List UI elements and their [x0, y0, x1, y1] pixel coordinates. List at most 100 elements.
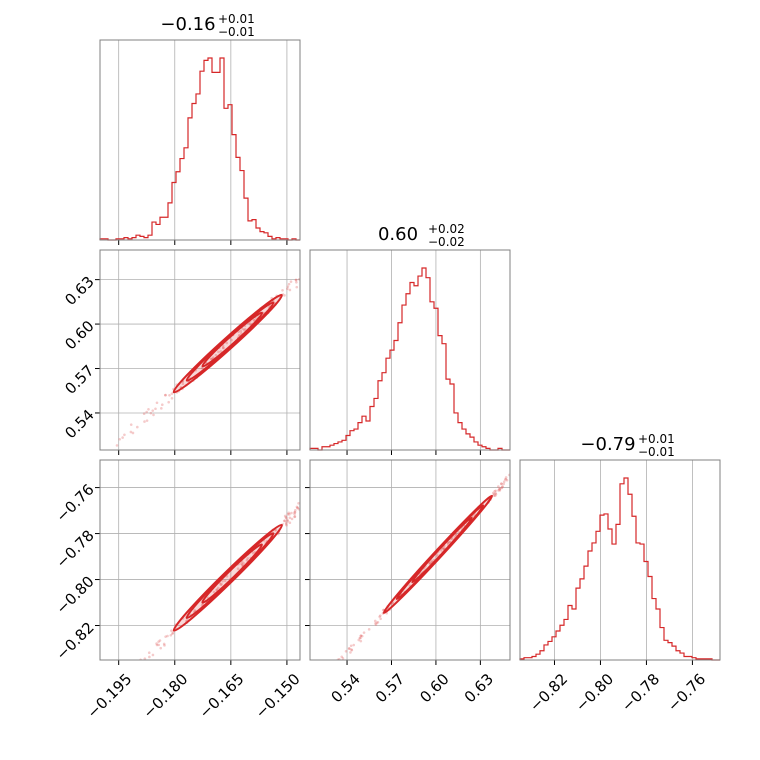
sample-point — [494, 494, 497, 497]
sample-point — [327, 673, 330, 676]
sample-point — [498, 488, 501, 491]
sample-point — [167, 400, 170, 404]
sample-point — [359, 634, 363, 637]
sample-point — [138, 667, 141, 670]
sample-point — [295, 281, 298, 284]
sample-point — [170, 629, 173, 632]
sample-point — [219, 350, 223, 353]
sample-point — [341, 657, 345, 660]
sample-point — [499, 486, 502, 490]
sample-point — [493, 492, 496, 496]
sample-point — [241, 327, 244, 331]
sample-point — [500, 482, 503, 485]
sample-point — [212, 590, 216, 594]
sample-point — [450, 537, 454, 541]
sample-point — [327, 674, 330, 677]
sample-point — [494, 489, 497, 493]
sample-point — [454, 533, 458, 537]
sample-point — [359, 634, 363, 638]
sample-point — [357, 638, 361, 642]
sample-point — [287, 511, 291, 515]
contour-line — [172, 293, 283, 394]
sample-point — [282, 519, 286, 523]
sample-point — [221, 346, 225, 350]
y-tick-label: −0.78 — [52, 526, 97, 571]
sample-point — [329, 673, 332, 676]
title-plus-error: +0.01 — [638, 432, 675, 446]
sample-point — [155, 642, 158, 645]
sample-point — [498, 487, 501, 491]
sample-point — [164, 393, 167, 397]
sample-point — [498, 489, 502, 492]
sample-point — [344, 649, 348, 653]
y-tick-label: 0.57 — [61, 361, 97, 397]
sample-point — [373, 619, 377, 623]
sample-point — [290, 511, 293, 515]
sample-point — [491, 491, 495, 495]
sample-point — [288, 513, 291, 516]
sample-point — [200, 366, 204, 370]
x-tick-label: 0.63 — [461, 670, 497, 706]
panel-frame — [99, 459, 301, 661]
sample-point — [164, 635, 167, 638]
sample-point — [157, 640, 160, 643]
sample-point — [289, 280, 293, 283]
sample-point — [374, 623, 378, 626]
sample-point — [154, 407, 157, 411]
sample-point — [155, 643, 159, 647]
sample-point — [252, 319, 256, 322]
sample-point — [359, 639, 363, 643]
x-tick-label: −0.180 — [140, 670, 192, 722]
contour-fill — [385, 493, 495, 611]
sample-point — [151, 653, 155, 657]
sample-point — [170, 396, 174, 400]
sample-point — [143, 657, 147, 660]
sample-point — [284, 522, 288, 526]
sample-point — [240, 563, 244, 566]
sample-point — [181, 382, 185, 386]
sample-point — [243, 327, 247, 331]
sample-point — [349, 644, 353, 648]
sample-point — [225, 341, 229, 345]
x-tick-label: −0.150 — [252, 670, 304, 722]
sample-point — [151, 409, 155, 412]
sample-point — [503, 478, 507, 481]
sample-point — [286, 285, 290, 288]
sample-point — [333, 667, 336, 670]
sample-point — [209, 357, 213, 361]
y-tick-label: 0.54 — [61, 406, 97, 442]
sample-point — [288, 516, 292, 520]
sample-point — [245, 559, 249, 562]
sample-point — [333, 664, 336, 667]
sample-point — [347, 647, 351, 650]
sample-point — [340, 655, 344, 659]
sample-point — [212, 356, 215, 359]
x-tick-label: −0.80 — [572, 670, 617, 715]
sample-point — [293, 512, 296, 516]
panel-frame — [309, 249, 511, 451]
contour-line — [411, 516, 473, 584]
sample-point — [219, 583, 223, 586]
sample-point — [376, 620, 380, 624]
sample-point — [286, 512, 290, 516]
sample-point — [500, 486, 504, 490]
sample-point — [497, 485, 500, 488]
sample-point — [358, 636, 362, 640]
sample-point — [166, 634, 169, 638]
panel-frame — [99, 249, 301, 451]
sample-point — [163, 644, 166, 647]
sample-point — [293, 510, 297, 514]
sample-point — [288, 288, 292, 292]
sample-point — [375, 621, 379, 625]
sample-point — [293, 511, 296, 514]
contour-line — [201, 311, 264, 368]
sample-point — [295, 505, 299, 509]
sample-point — [160, 407, 163, 410]
sample-point — [505, 478, 509, 482]
sample-point — [242, 328, 246, 332]
sample-point — [121, 436, 124, 439]
sample-point — [328, 673, 331, 676]
sample-point — [193, 609, 197, 612]
sample-point — [374, 622, 377, 625]
